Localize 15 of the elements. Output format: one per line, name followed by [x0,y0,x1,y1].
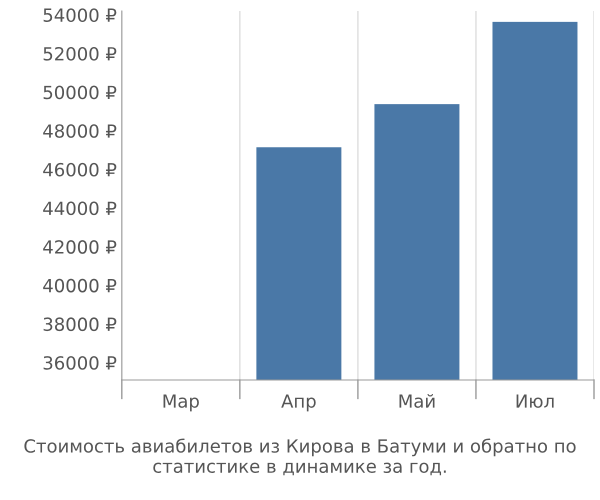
text: Стоимость авиабилетов из Кирова в Батуми и обратно по статистике в динамике за год. [24,438,576,476]
y-tick-label: 42000 ₽ [43,240,116,254]
y-tick-label: 44000 ₽ [43,202,116,216]
x-tick-label: Мар [164,394,199,412]
x-tick-label: Апр [281,394,316,412]
y-tick-label: 40000 ₽ [43,278,116,292]
y-tick-label: 38000 ₽ [44,317,116,332]
y-tick-label: 48000 ₽ [43,124,116,138]
y-tick-label: 46000 ₽ [43,162,116,177]
y-tick-label: 54000 ₽ [44,8,116,22]
x-tick-label: Июл [516,394,554,408]
y-tick-label: 52000 ₽ [44,46,116,61]
x-tick-label: Май [400,394,434,408]
y-tick-label: 36000 ₽ [44,356,116,370]
y-tick-label: 50000 ₽ [44,86,116,100]
